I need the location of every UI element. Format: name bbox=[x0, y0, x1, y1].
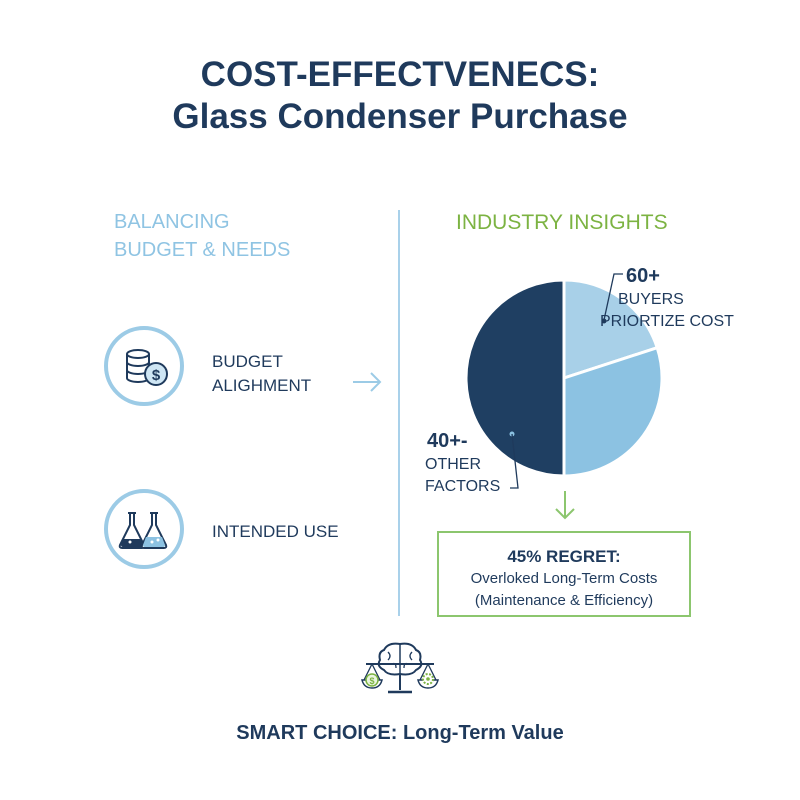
svg-text:$: $ bbox=[152, 367, 161, 384]
title-line-1: COST-EFFECTVENECS: bbox=[200, 55, 600, 94]
left-heading-line-1: BALANCING bbox=[114, 211, 230, 233]
left-heading: BALANCING BUDGET & NEEDS bbox=[114, 208, 290, 264]
pie-slice-3 bbox=[464, 278, 566, 478]
pie-chart bbox=[464, 278, 664, 478]
brain-scale-icon: $ bbox=[361, 642, 439, 694]
leader-line-bottom bbox=[509, 431, 519, 489]
pie-value-cost: 60+ bbox=[626, 265, 660, 287]
pie-label-cost: 60+ BUYERS PRIORTIZE COST bbox=[600, 263, 734, 333]
down-arrow-icon bbox=[555, 491, 575, 520]
right-arrow-icon bbox=[353, 372, 382, 392]
svg-text:$: $ bbox=[369, 676, 374, 686]
budget-alignment-line-1: BUDGET bbox=[212, 352, 283, 371]
leader-line-top bbox=[601, 273, 623, 324]
pie-label-other-line-1: OTHER bbox=[425, 456, 481, 473]
pie-slice-1 bbox=[562, 278, 660, 381]
title-line-2: Glass Condenser Purchase bbox=[172, 97, 628, 136]
regret-line-1: Overloked Long-Term Costs bbox=[470, 570, 658, 587]
regret-callout: 45% REGRET: Overloked Long-Term Costs (M… bbox=[437, 531, 691, 617]
flasks-icon bbox=[104, 489, 184, 569]
regret-headline: 45% REGRET: bbox=[507, 547, 621, 566]
footer-text: SMART CHOICE: Long-Term Value bbox=[236, 722, 564, 744]
budget-alignment-line-2: ALIGHMENT bbox=[212, 376, 312, 395]
pie-label-cost-line-1: BUYERS bbox=[618, 291, 684, 308]
pie-value-other: 40+- bbox=[427, 430, 468, 452]
right-heading: INDUSTRY INSIGHTS bbox=[456, 211, 668, 234]
column-divider bbox=[398, 210, 400, 616]
left-heading-line-2: BUDGET & NEEDS bbox=[114, 239, 291, 261]
pie-label-other: 40+- OTHER FACTORS bbox=[425, 428, 500, 498]
budget-alignment-label: BUDGET ALIGHMENT bbox=[212, 350, 311, 398]
regret-line-2: (Maintenance & Efficiency) bbox=[474, 592, 654, 609]
coins-dollar-icon: $ bbox=[104, 326, 184, 406]
intended-use-label: INTENDED USE bbox=[212, 522, 339, 541]
pie-label-other-line-2: FACTORS bbox=[425, 478, 501, 495]
pie-label-cost-line-2: PRIORTIZE COST bbox=[600, 313, 734, 330]
pie-slice-2 bbox=[562, 345, 664, 478]
